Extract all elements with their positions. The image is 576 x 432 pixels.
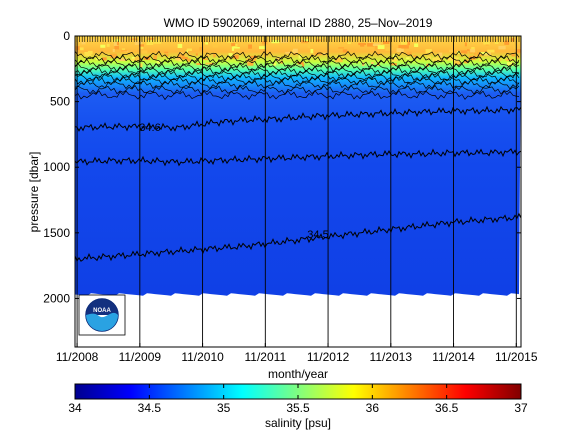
colorbar-tick-label: 36.5: [435, 401, 459, 415]
x-tick-label: 11/2014: [432, 350, 475, 364]
shallow-contour-lines: [75, 50, 520, 101]
colorbar-tick-label: 35.5: [286, 401, 310, 415]
y-tick-label: 2000: [43, 291, 70, 305]
x-tick-label: 11/2009: [119, 350, 162, 364]
colorbar-tick-label: 34.5: [138, 401, 162, 415]
y-tick-label: 0: [63, 29, 70, 43]
contour-line: [75, 148, 521, 167]
colorbar-tick-label: 37: [514, 401, 528, 415]
profile-ticks: [76, 36, 520, 42]
chart-title: WMO ID 5902069, internal ID 2880, 25–Nov…: [164, 16, 433, 30]
colorbar: 34 34.5 35 35.5 36 36.5 37 salinity [psu]: [68, 383, 528, 430]
salinity-contours: [75, 105, 521, 262]
x-tick-label: 11/2013: [370, 350, 413, 364]
noaa-logo: NOAA: [78, 294, 126, 336]
salinity-field: [75, 36, 521, 296]
x-tick-label: 11/2011: [245, 350, 287, 364]
x-axis: 11/2008 11/2009 11/2010 11/2011 11/2012 11/20…: [56, 343, 538, 364]
contour-labels: 34.6 34.5: [139, 122, 328, 241]
y-tick-label: 500: [50, 95, 70, 109]
plot-frame: [74, 35, 522, 348]
y-tick-label: 1500: [43, 226, 70, 240]
x-tick-label: 11/2015: [495, 350, 538, 364]
year-gridlines: [76, 36, 517, 347]
colorbar-tick-label: 35: [217, 401, 231, 415]
x-tick-label: 11/2010: [181, 350, 224, 364]
y-axis-label: pressure [dbar]: [27, 152, 41, 233]
x-tick-label: 11/2008: [56, 350, 99, 364]
logo-text: NOAA: [93, 308, 111, 314]
contour-label: 34.5: [307, 229, 328, 241]
x-tick-label: 11/2012: [307, 350, 350, 364]
contour-line: [75, 105, 521, 132]
y-tick-label: 1000: [43, 160, 70, 174]
colorbar-gradient: [75, 384, 521, 399]
colorbar-ticks: 34 34.5 35 35.5 36 36.5 37: [68, 384, 528, 415]
colorbar-label: salinity [psu]: [265, 416, 331, 430]
contour-label: 34.6: [139, 122, 160, 134]
colorbar-tick-label: 34: [68, 401, 82, 415]
colorbar-tick-label: 36: [366, 401, 380, 415]
contour-line: [75, 212, 521, 262]
y-axis: 0 500 1000 1500 2000: [43, 29, 521, 305]
surface-salinity-speckle: [75, 38, 521, 68]
x-axis-label: month/year: [268, 367, 328, 381]
